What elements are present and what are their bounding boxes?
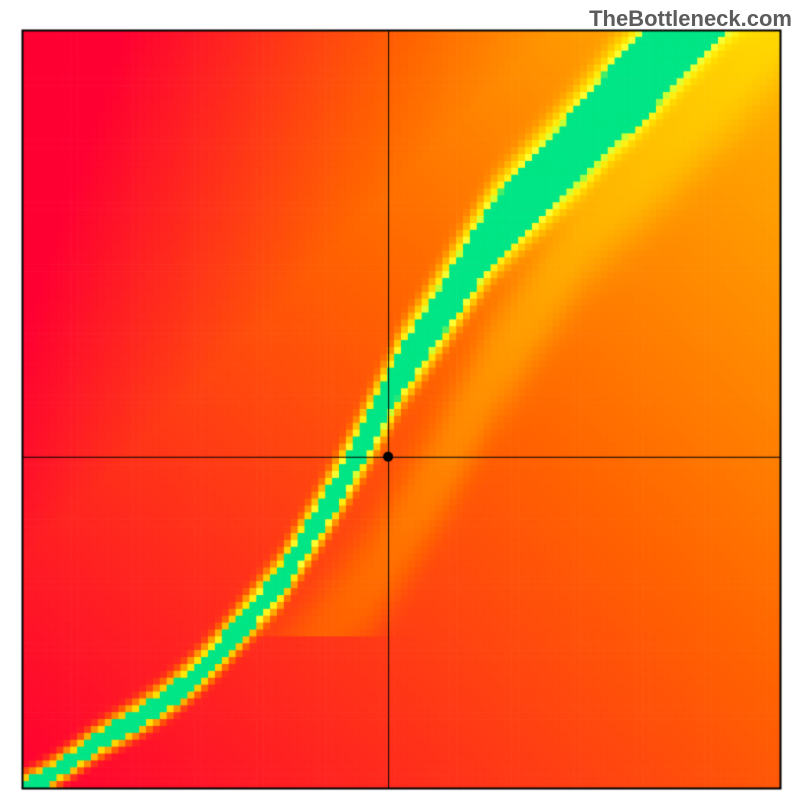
- watermark-label: TheBottleneck.com: [589, 6, 792, 32]
- heatmap-canvas: [0, 0, 800, 800]
- chart-container: TheBottleneck.com: [0, 0, 800, 800]
